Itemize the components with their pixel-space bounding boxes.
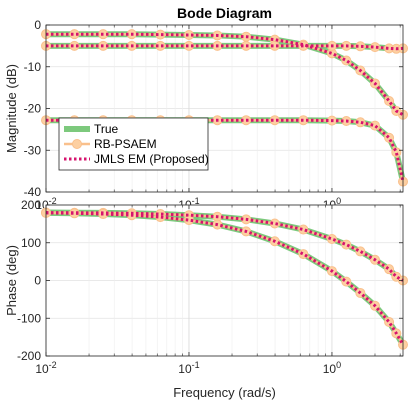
frequency-axis-label: Frequency (rad/s): [173, 385, 276, 400]
rb-psaem-point: [355, 41, 366, 52]
rb-psaem-point: [384, 95, 395, 106]
rb-psaem-point: [384, 317, 395, 328]
y-tick-label: 100: [21, 236, 41, 250]
y-tick-label: -100: [17, 311, 41, 325]
rb-psaem-point: [341, 276, 352, 287]
x-tick-label: 10-2: [35, 360, 56, 376]
series-line-jmls-em: [46, 32, 404, 117]
magnitude-axis-label: Magnitude (dB): [4, 64, 19, 153]
rb-psaem-point: [69, 29, 80, 40]
y-tick-label: -40: [24, 185, 42, 199]
rb-psaem-point: [369, 42, 380, 53]
y-tick-label: -200: [17, 349, 41, 363]
rb-psaem-point: [269, 115, 280, 126]
rb-psaem-point: [269, 40, 280, 51]
phase-axis-label: Phase (deg): [4, 245, 19, 316]
legend-marker-rb-psaem: [72, 139, 82, 149]
series-line-jmls-em: [45, 211, 404, 282]
rb-psaem-point: [269, 218, 280, 229]
series-line-jmls-em: [46, 44, 404, 51]
rb-psaem-point: [355, 117, 366, 128]
legend-entry-jmls-em: JMLS EM (Proposed): [94, 152, 209, 166]
legend-entry-true: True: [94, 122, 119, 136]
legend-entry-rb-psaem: RB-PSAEM: [94, 137, 157, 151]
x-tick-label: 100: [323, 360, 341, 376]
y-tick-label: 200: [21, 198, 41, 212]
rb-psaem-point: [155, 29, 166, 40]
legend: True RB-PSAEM JMLS EM (Proposed): [58, 117, 209, 171]
rb-psaem-point: [183, 215, 194, 226]
rb-psaem-point: [69, 208, 80, 219]
rb-psaem-point: [155, 40, 166, 51]
series-line-jmls-em: [45, 211, 405, 346]
rb-psaem-point: [69, 40, 80, 51]
y-tick-label: -20: [24, 102, 42, 116]
x-tick-label: 10-1: [178, 360, 199, 376]
y-tick-label: -10: [24, 60, 42, 74]
rb-psaem-point: [384, 264, 395, 275]
y-tick-label: 0: [34, 274, 41, 288]
chart-title: Bode Diagram: [177, 5, 272, 21]
y-tick-label: -30: [24, 143, 42, 157]
y-tick-label: 0: [34, 18, 41, 32]
